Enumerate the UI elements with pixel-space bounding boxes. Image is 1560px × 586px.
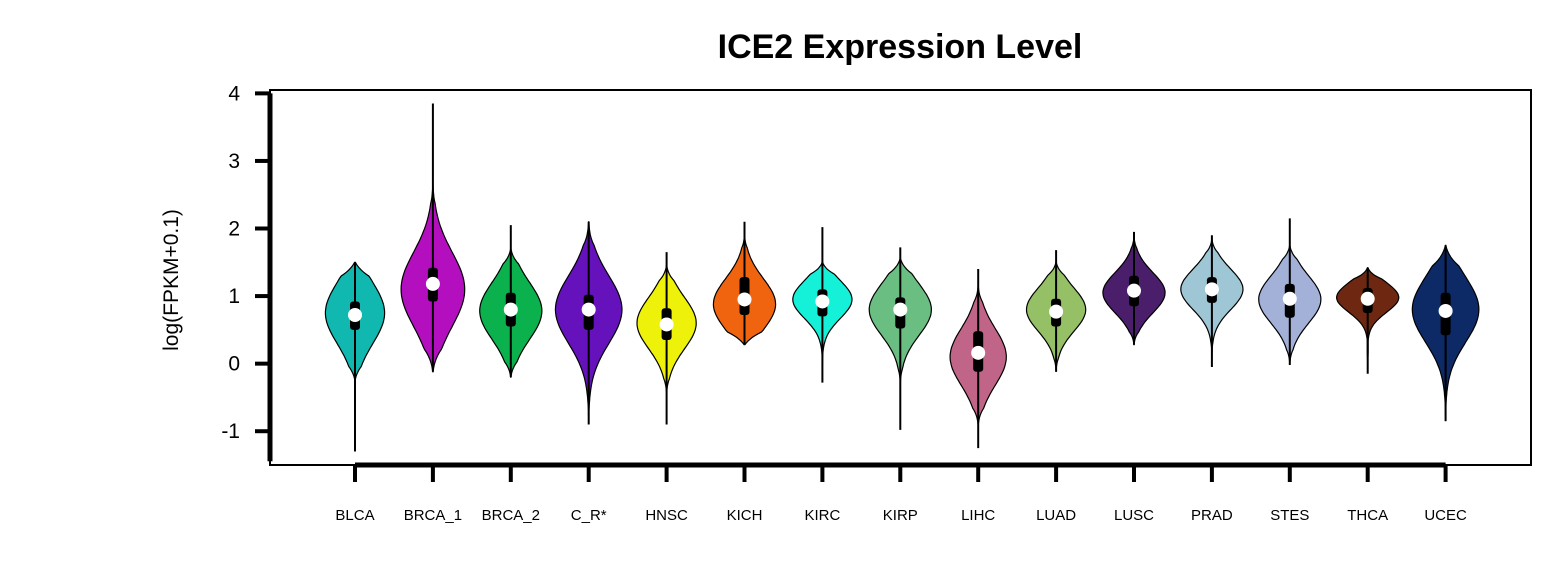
x-tick-label: LUSC <box>1114 507 1154 524</box>
median-point <box>1204 282 1219 297</box>
median-point <box>581 302 596 317</box>
median-point <box>659 317 674 332</box>
median-point <box>348 308 362 322</box>
y-tick-label: 1 <box>228 285 240 308</box>
median-point <box>893 302 908 317</box>
x-tick-label: PRAD <box>1191 507 1233 524</box>
y-axis-label: log(FPKM+0.1) <box>160 209 183 351</box>
violin-STES <box>1258 218 1322 365</box>
violin-KIRP <box>868 247 933 430</box>
median-point <box>503 302 518 317</box>
axes-layer: -1 0 1 2 3 4 BLCA BRCA_1 BRCA_2 C_R* HNSC KICH KIRC K… <box>221 82 1467 524</box>
x-tick-label: LIHC <box>961 507 995 524</box>
median-point <box>815 294 830 309</box>
x-tick-label: BRCA_1 <box>404 507 462 524</box>
x-tick-label: STES <box>1270 507 1309 524</box>
violin-KICH <box>712 221 777 346</box>
violin-PRAD <box>1180 235 1244 368</box>
violin-LUAD <box>1025 250 1087 372</box>
violin-HNSC <box>636 252 697 425</box>
y-tick-label: -1 <box>221 420 240 443</box>
y-tick-label: 0 <box>228 353 240 376</box>
y-tick-label: 2 <box>228 218 240 241</box>
x-tick-label: KIRP <box>883 507 918 524</box>
violin-LUSC <box>1102 231 1166 346</box>
violin-BRCA_2 <box>479 225 543 378</box>
x-tick-label: THCA <box>1347 507 1388 524</box>
violin-UCEC <box>1411 244 1480 422</box>
violin-BRCA_1 <box>400 103 466 373</box>
median-point <box>1049 304 1064 319</box>
x-tick-label: UCEC <box>1424 507 1467 524</box>
x-tick-label: LUAD <box>1036 507 1076 524</box>
x-tick-label: HNSC <box>645 507 688 524</box>
y-tick-label: 4 <box>228 82 240 105</box>
chart-title: ICE2 Expression Level <box>718 28 1083 66</box>
median-point <box>1282 291 1297 306</box>
violin-C_R* <box>554 221 623 425</box>
y-tick-label: 3 <box>228 150 240 173</box>
x-tick-label: C_R* <box>571 507 607 524</box>
median-point <box>971 345 986 360</box>
median-point <box>425 276 440 291</box>
x-tick-label: KIRC <box>804 507 840 524</box>
x-tick-label: BRCA_2 <box>482 507 540 524</box>
x-tick-label: KICH <box>727 507 763 524</box>
violin-THCA <box>1335 267 1400 374</box>
x-tick-label: BLCA <box>335 507 374 524</box>
median-point <box>1438 303 1453 318</box>
median-point <box>1127 283 1141 298</box>
median-point <box>1360 291 1375 306</box>
violin-KIRC <box>792 227 853 383</box>
violin-LIHC <box>949 269 1007 449</box>
median-point <box>737 292 752 307</box>
violins-layer <box>324 103 1480 452</box>
violin-BLCA <box>324 261 386 452</box>
